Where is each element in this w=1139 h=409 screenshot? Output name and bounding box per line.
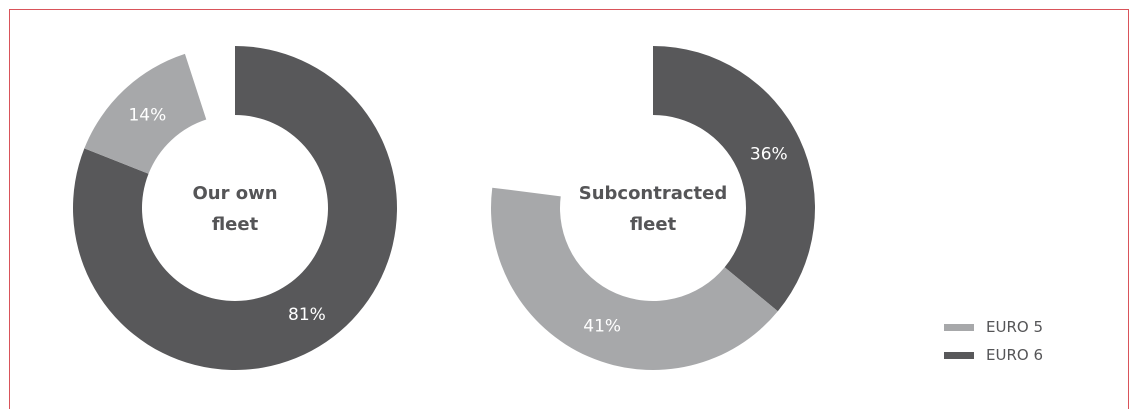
legend-swatch bbox=[944, 351, 974, 359]
donut-slice-euro6 bbox=[73, 46, 398, 370]
chart-frame bbox=[9, 9, 1129, 409]
slice-value-label: 41% bbox=[583, 316, 621, 336]
legend-label: EURO 6 bbox=[986, 346, 1043, 364]
donut-slice-euro5 bbox=[491, 187, 778, 370]
slice-value-label: 36% bbox=[750, 145, 788, 165]
slice-value-label: 81% bbox=[288, 305, 326, 325]
slice-value-label: 14% bbox=[128, 106, 166, 126]
donut-slice-euro5 bbox=[84, 53, 207, 174]
donut-slice-euro6 bbox=[653, 46, 815, 312]
center-label-line-1: Our own bbox=[192, 183, 277, 204]
legend: EURO 5 EURO 6 bbox=[944, 313, 1043, 369]
donut-subcontracted-fleet: Subcontracted fleet 36% 41% bbox=[491, 46, 815, 370]
legend-item-euro6: EURO 6 bbox=[944, 341, 1043, 369]
donut-own-fleet: Our own fleet 81% 14% bbox=[73, 46, 398, 370]
legend-item-euro5: EURO 5 bbox=[944, 313, 1043, 341]
legend-label: EURO 5 bbox=[986, 318, 1043, 336]
center-label-line-1: Subcontracted bbox=[579, 183, 728, 204]
center-label-line-2: fleet bbox=[630, 214, 677, 235]
legend-swatch bbox=[944, 323, 974, 331]
center-label-line-2: fleet bbox=[212, 214, 259, 235]
